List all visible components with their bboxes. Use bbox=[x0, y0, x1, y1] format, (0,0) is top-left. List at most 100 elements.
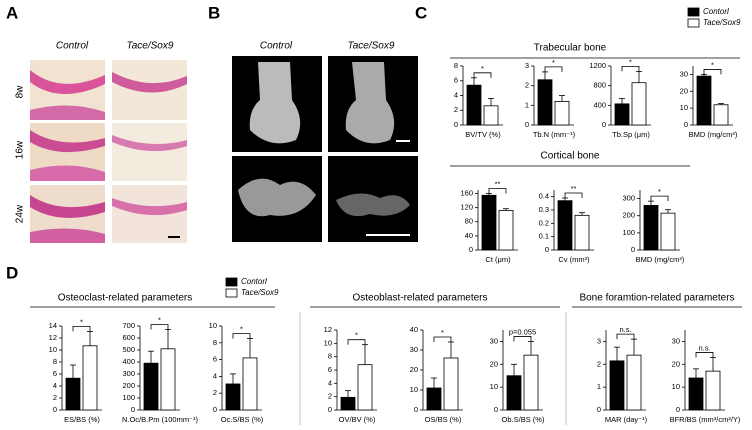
y-tick-label: 4 bbox=[213, 371, 217, 380]
bar bbox=[537, 79, 553, 126]
y-tick-label: 0 bbox=[328, 405, 332, 414]
panel-label: D bbox=[6, 263, 18, 282]
column-heading: Control bbox=[56, 41, 89, 52]
y-tick-label: 10 bbox=[49, 345, 57, 354]
y-tick-label: 0.1 bbox=[539, 232, 549, 241]
y-tick-label: 20 bbox=[680, 86, 688, 95]
y-tick-label: 100 bbox=[622, 228, 635, 237]
y-tick-label: 6 bbox=[213, 355, 217, 364]
y-tick-label: 0 bbox=[545, 245, 549, 254]
significance-label: p=0.055 bbox=[509, 327, 536, 336]
bar bbox=[143, 362, 159, 411]
bar bbox=[705, 370, 721, 411]
y-tick-label: 0 bbox=[631, 245, 635, 254]
significance-bracket bbox=[488, 188, 507, 194]
bar bbox=[643, 205, 659, 251]
significance-bracket bbox=[650, 195, 669, 202]
bar bbox=[466, 84, 482, 126]
row-label: 24w bbox=[15, 204, 26, 223]
bar bbox=[609, 360, 625, 411]
y-tick-label: 10 bbox=[672, 382, 680, 391]
bar bbox=[225, 383, 241, 411]
y-tick-label: 0 bbox=[454, 120, 458, 129]
row-label: 8w bbox=[15, 85, 26, 99]
bar bbox=[660, 212, 676, 251]
x-axis-label: OS/BS (%) bbox=[425, 415, 462, 424]
y-tick-label: 1 bbox=[597, 382, 601, 391]
y-tick-label: 0.4 bbox=[539, 192, 549, 201]
x-axis-label: Tb.Sp (μm) bbox=[612, 130, 650, 139]
bar bbox=[557, 200, 573, 251]
y-tick-label: 4 bbox=[454, 90, 458, 99]
significance-label: * bbox=[158, 316, 161, 325]
bar bbox=[523, 354, 539, 411]
y-tick-label: 400 bbox=[122, 357, 135, 366]
legend-swatch bbox=[225, 277, 238, 287]
y-tick-label: 8 bbox=[213, 338, 217, 347]
significance-label: n.s. bbox=[619, 325, 631, 334]
significance-bracket bbox=[616, 333, 635, 340]
y-tick-label: 2 bbox=[525, 81, 529, 90]
y-tick-label: 30 bbox=[410, 345, 418, 354]
bar bbox=[696, 75, 712, 126]
significance-label: * bbox=[481, 64, 484, 73]
y-tick-label: 120 bbox=[460, 203, 473, 212]
y-tick-label: 300 bbox=[622, 194, 635, 203]
x-axis-label: BMD (mg/cm³) bbox=[689, 130, 738, 139]
y-tick-label: 2 bbox=[454, 105, 458, 114]
significance-label: ** bbox=[495, 180, 501, 189]
significance-bracket bbox=[564, 192, 583, 198]
bar bbox=[554, 101, 570, 126]
significance-bracket bbox=[513, 336, 532, 342]
group-title: Osteoblast-related parameters bbox=[352, 293, 487, 304]
y-tick-label: 12 bbox=[324, 325, 332, 334]
bar bbox=[82, 345, 98, 411]
row-label: 16w bbox=[15, 140, 26, 159]
y-tick-label: 20 bbox=[490, 359, 498, 368]
x-axis-label: Ob.S/BS (%) bbox=[502, 415, 545, 424]
bar bbox=[713, 104, 729, 126]
x-axis-label: Tb.N (mm⁻¹) bbox=[533, 130, 576, 139]
significance-bracket bbox=[544, 66, 563, 72]
bar bbox=[160, 348, 176, 411]
y-tick-label: 40 bbox=[410, 325, 418, 334]
column-heading: Control bbox=[260, 41, 293, 52]
significance-label: ** bbox=[571, 184, 577, 193]
significance-label: * bbox=[629, 57, 632, 66]
bar bbox=[574, 214, 590, 251]
y-tick-label: 500 bbox=[122, 345, 135, 354]
x-axis-label: BFR/BS (mm³/cm²/Y) bbox=[670, 415, 741, 424]
significance-bracket bbox=[695, 352, 714, 358]
y-tick-label: 700 bbox=[122, 321, 135, 330]
y-tick-label: 3 bbox=[525, 61, 529, 70]
x-axis-label: Ct (μm) bbox=[485, 255, 511, 264]
significance-label: * bbox=[658, 187, 661, 196]
y-tick-label: 2 bbox=[597, 359, 601, 368]
panel-label: B bbox=[208, 3, 220, 22]
y-tick-label: 10 bbox=[324, 338, 332, 347]
group-title: Osteoclast-related parameters bbox=[58, 293, 193, 304]
y-tick-label: 160 bbox=[460, 189, 473, 198]
y-tick-label: 8 bbox=[454, 61, 458, 70]
group-headers: Trabecular bone Cortical bone Osteoclast… bbox=[30, 43, 742, 308]
y-tick-label: 600 bbox=[122, 333, 135, 342]
column-heading: Tace/Sox9 bbox=[348, 41, 395, 52]
bar bbox=[688, 377, 704, 411]
bar bbox=[631, 82, 647, 126]
y-tick-label: 0 bbox=[494, 405, 498, 414]
x-axis-label: OV/BV (%) bbox=[339, 415, 376, 424]
significance-label: * bbox=[355, 331, 358, 340]
y-tick-label: 30 bbox=[672, 336, 680, 345]
significance-bracket bbox=[347, 339, 366, 345]
y-tick-label: 6 bbox=[328, 365, 332, 374]
y-tick-label: 0 bbox=[684, 120, 688, 129]
y-tick-label: 6 bbox=[454, 76, 458, 85]
group-title: Bone foramtion-related parameters bbox=[579, 293, 734, 304]
y-tick-label: 10 bbox=[410, 385, 418, 394]
y-tick-label: 30 bbox=[680, 69, 688, 78]
y-tick-label: 200 bbox=[122, 381, 135, 390]
significance-label: * bbox=[552, 58, 555, 67]
y-tick-label: 3 bbox=[597, 336, 601, 345]
significance-label: * bbox=[80, 317, 83, 326]
y-tick-label: 0 bbox=[53, 405, 57, 414]
